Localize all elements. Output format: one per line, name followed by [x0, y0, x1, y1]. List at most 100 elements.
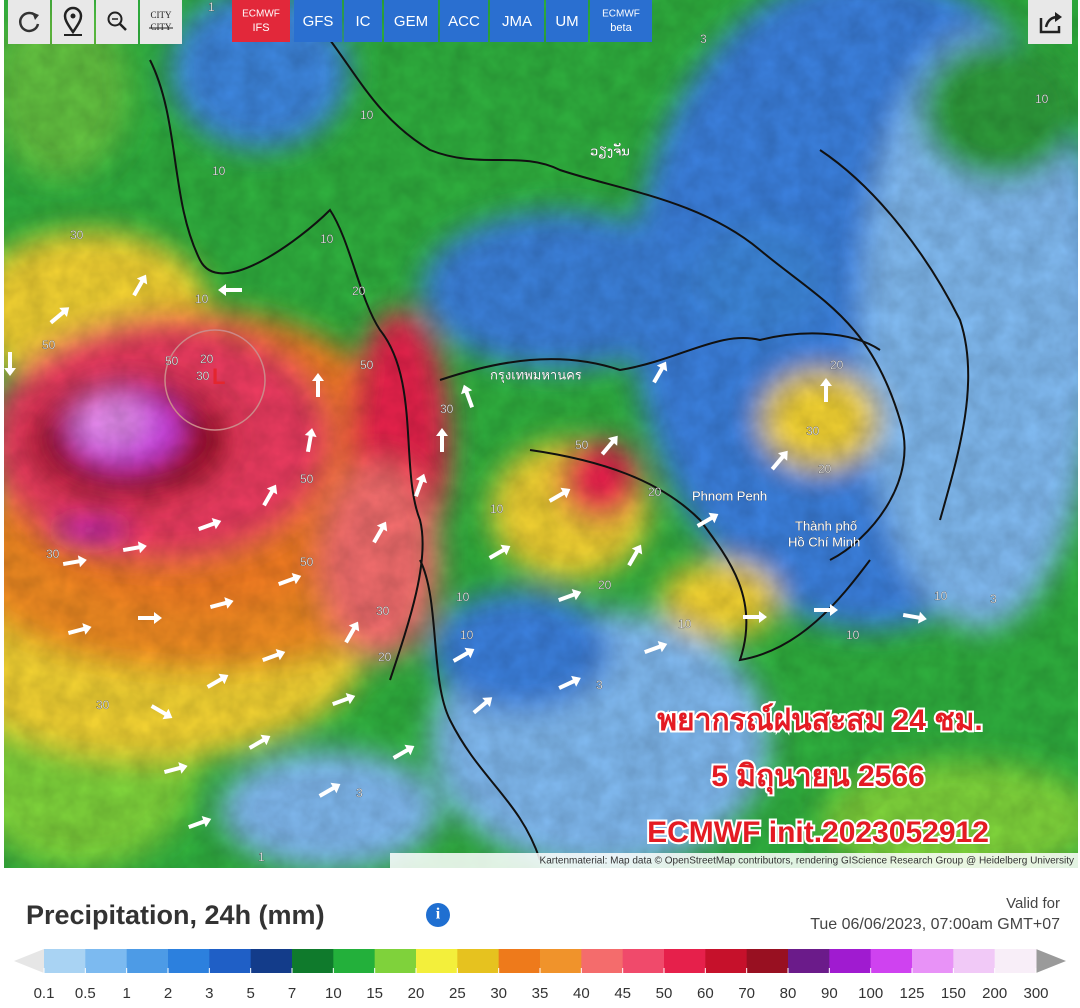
contour-label: 10 [934, 589, 948, 603]
legend-tick-label: 60 [697, 985, 714, 1002]
overlay-title: พยากรณ์ฝนสะสม 24 ชม. [657, 703, 982, 737]
contour-label: 50 [165, 354, 179, 368]
wind-arrow [652, 361, 668, 384]
legend-swatch [250, 949, 293, 973]
legend-tick-label: 10 [325, 985, 342, 1002]
contour-label: 30 [440, 402, 454, 416]
legend-tick-label: 30 [490, 985, 507, 1002]
valid-label: Valid for [1006, 895, 1060, 912]
tab-label: ACC [448, 13, 480, 30]
wind-arrow [558, 675, 581, 690]
legend: Precipitation, 24h (mm) i Valid for Tue … [14, 895, 1066, 1002]
wind-arrow [460, 384, 474, 408]
contour-label: 10 [195, 292, 209, 306]
tab-sublabel: beta [610, 22, 632, 34]
legend-swatch [705, 949, 748, 973]
contour-label: 10 [460, 628, 474, 642]
wind-arrow [644, 640, 668, 654]
wind-arrow [62, 555, 87, 568]
model-tab[interactable]: ACC [440, 0, 488, 42]
contour-label: 3 [596, 678, 603, 692]
legend-swatch [953, 949, 996, 973]
contour-label: 10 [360, 108, 374, 122]
legend-tick-label: 40 [573, 985, 590, 1002]
locate-button[interactable] [52, 0, 94, 44]
wind-arrow [414, 473, 428, 497]
borders [149, 39, 970, 861]
legend-swatch [788, 949, 830, 973]
legend-swatch [581, 949, 624, 973]
place-label: Phnom Penh [692, 488, 767, 503]
legend-tick-label: 7 [288, 985, 296, 1002]
model-tab[interactable]: IC [344, 0, 382, 42]
contour-label: 50 [300, 472, 314, 486]
contour-label: 30 [96, 698, 110, 712]
wind-arrow [488, 544, 511, 560]
wind-arrow [262, 484, 278, 507]
contour-label: 1 [258, 850, 265, 864]
wind-arrow [312, 373, 324, 397]
legend-tick-label: 5 [246, 985, 254, 1002]
tab-sublabel: IFS [252, 22, 269, 34]
contour-label: 3 [990, 592, 997, 606]
legend-swatch [44, 949, 86, 973]
wind-arrow [248, 734, 271, 750]
place-label: Hồ Chí Minh [788, 534, 860, 549]
wind-arrow [743, 611, 767, 623]
legend-tick-label: 0.1 [34, 985, 55, 1002]
contour-label: 10 [456, 590, 470, 604]
wind-arrow [600, 435, 618, 456]
wind-arrow [67, 623, 92, 636]
zoom-button[interactable] [96, 0, 138, 44]
low-marker: L [212, 364, 225, 389]
city-label-struck: CITY [151, 22, 172, 32]
legend-over [1036, 949, 1066, 973]
model-tab[interactable]: ECMWF beta [590, 0, 652, 42]
legend-swatch [85, 949, 128, 973]
wind-arrow [372, 521, 388, 544]
info-button[interactable] [426, 903, 450, 927]
place-label: ວຽງຈັນ [590, 143, 630, 159]
tab-label: JMA [502, 13, 532, 30]
model-tab[interactable]: GFS [294, 0, 342, 42]
legend-swatch [829, 949, 872, 973]
wind-arrow [472, 697, 493, 715]
wind-arrow [304, 428, 317, 453]
legend-swatch [168, 949, 210, 973]
tab-label: UM [555, 13, 578, 30]
wind-arrow [696, 512, 719, 528]
contour-label: 50 [300, 555, 314, 569]
legend-swatch [292, 949, 334, 973]
legend-swatch [457, 949, 500, 973]
legend-swatch [622, 949, 665, 973]
contour-label: 20 [598, 578, 612, 592]
wind-arrow [332, 692, 356, 706]
wind-arrow [138, 612, 162, 624]
wind-arrow [218, 284, 242, 296]
legend-tick-label: 35 [532, 985, 549, 1002]
city-toggle[interactable]: CITY CITY [140, 0, 182, 44]
legend-tick-label: 25 [449, 985, 466, 1002]
model-tab[interactable]: JMA [490, 0, 544, 42]
model-tab[interactable]: GEM [384, 0, 438, 42]
reload-button[interactable] [8, 0, 50, 44]
legend-tick-label: 70 [738, 985, 755, 1002]
wind-arrow [198, 517, 222, 531]
wind-arrow [820, 378, 832, 402]
contour-label: 50 [360, 358, 374, 372]
legend-swatch [540, 949, 582, 973]
legend-tick-label: 200 [982, 985, 1007, 1002]
contour-label: 3 [700, 32, 707, 46]
model-tab[interactable]: UM [546, 0, 588, 42]
wind-arrow [548, 487, 571, 503]
legend-swatch [374, 949, 417, 973]
model-tab[interactable]: ECMWF IFS [232, 0, 290, 42]
legend-tick-label: 90 [821, 985, 838, 1002]
share-button[interactable] [1028, 0, 1072, 44]
info-icon: i [436, 906, 441, 923]
legend-swatch [870, 949, 913, 973]
contour-label: 30 [46, 547, 60, 561]
overlay-text: พยากรณ์ฝนสะสม 24 ชม. 5 มิถุนายน 2566 ECM… [645, 701, 991, 851]
legend-tick-label: 150 [941, 985, 966, 1002]
tab-background [294, 0, 342, 42]
